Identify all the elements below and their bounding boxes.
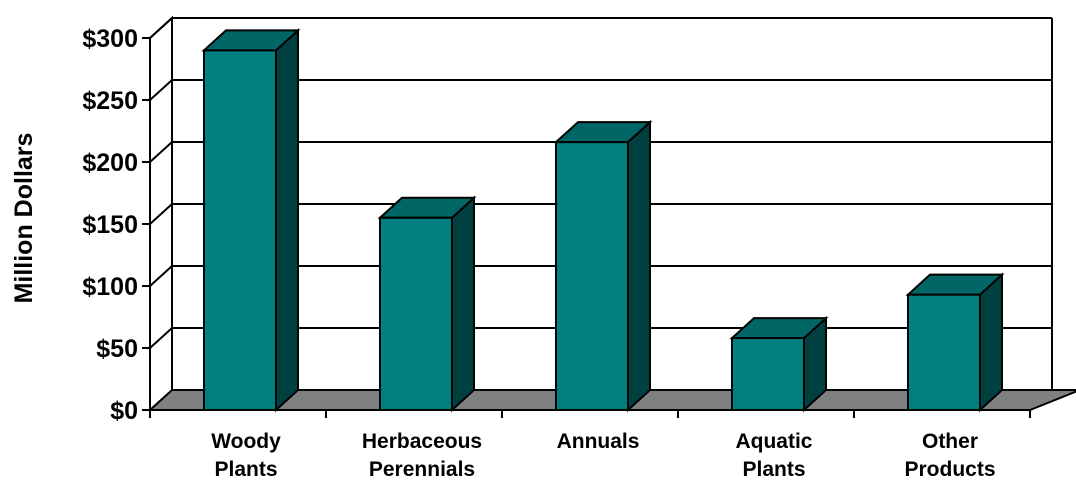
bar-front-3 — [731, 337, 805, 411]
y-tick-label-50: $50 — [96, 335, 138, 363]
bar-side-1 — [451, 195, 475, 413]
bars — [201, 28, 1005, 413]
gridlines — [149, 17, 1052, 349]
gridline-100 — [149, 265, 1052, 287]
y-axis-title: Million Dollars — [10, 133, 38, 304]
bar-4 — [905, 272, 1005, 413]
y-tick-label-0: $0 — [110, 397, 138, 425]
bar-side-4 — [979, 272, 1003, 413]
x-category-label-0: Woody Plants — [211, 430, 281, 481]
x-category-label-line: Aquatic — [735, 430, 812, 453]
bar-side-2 — [627, 119, 651, 413]
bar-front-0 — [203, 49, 277, 412]
x-category-label-line: Herbaceous — [362, 430, 482, 453]
x-category-label-line: Other — [922, 430, 978, 453]
y-tick-label-250: $250 — [82, 87, 138, 115]
y-tick-labels: $0 $50 $100 $150 $200 $250 $300 — [82, 25, 138, 425]
bar-side-0 — [275, 28, 299, 413]
x-category-label-line: Products — [904, 458, 995, 481]
x-category-label-line: Annuals — [557, 430, 640, 453]
y-tick-label-150: $150 — [82, 211, 138, 239]
x-category-label-4: Other Products — [904, 430, 995, 481]
x-category-label-line: Plants — [214, 458, 277, 481]
y-tick-label-300: $300 — [82, 25, 138, 53]
x-category-label-line: Woody — [211, 430, 281, 453]
bar-front-2 — [555, 141, 629, 411]
x-category-labels: Woody Plants Herbaceous Perennials Annuals Aq… — [211, 430, 995, 481]
gridline-250 — [149, 79, 1052, 101]
bar-1 — [377, 195, 477, 413]
gridline-150 — [149, 203, 1052, 225]
x-category-label-3: Aquatic Plants — [735, 430, 812, 481]
bar-front-4 — [907, 293, 981, 411]
x-category-label-1: Herbaceous Perennials — [362, 430, 482, 481]
gridline-300 — [149, 17, 1052, 39]
x-category-label-line: Plants — [742, 458, 805, 481]
y-tick-label-200: $200 — [82, 149, 138, 177]
bar-3 — [729, 315, 829, 413]
bar-front-1 — [379, 216, 453, 411]
y-tick-label-100: $100 — [82, 273, 138, 301]
bar-0 — [201, 28, 301, 413]
gridline-200 — [149, 141, 1052, 163]
x-category-label-2: Annuals — [557, 430, 640, 453]
bar-2 — [553, 119, 653, 413]
x-category-label-line: Perennials — [369, 458, 475, 481]
